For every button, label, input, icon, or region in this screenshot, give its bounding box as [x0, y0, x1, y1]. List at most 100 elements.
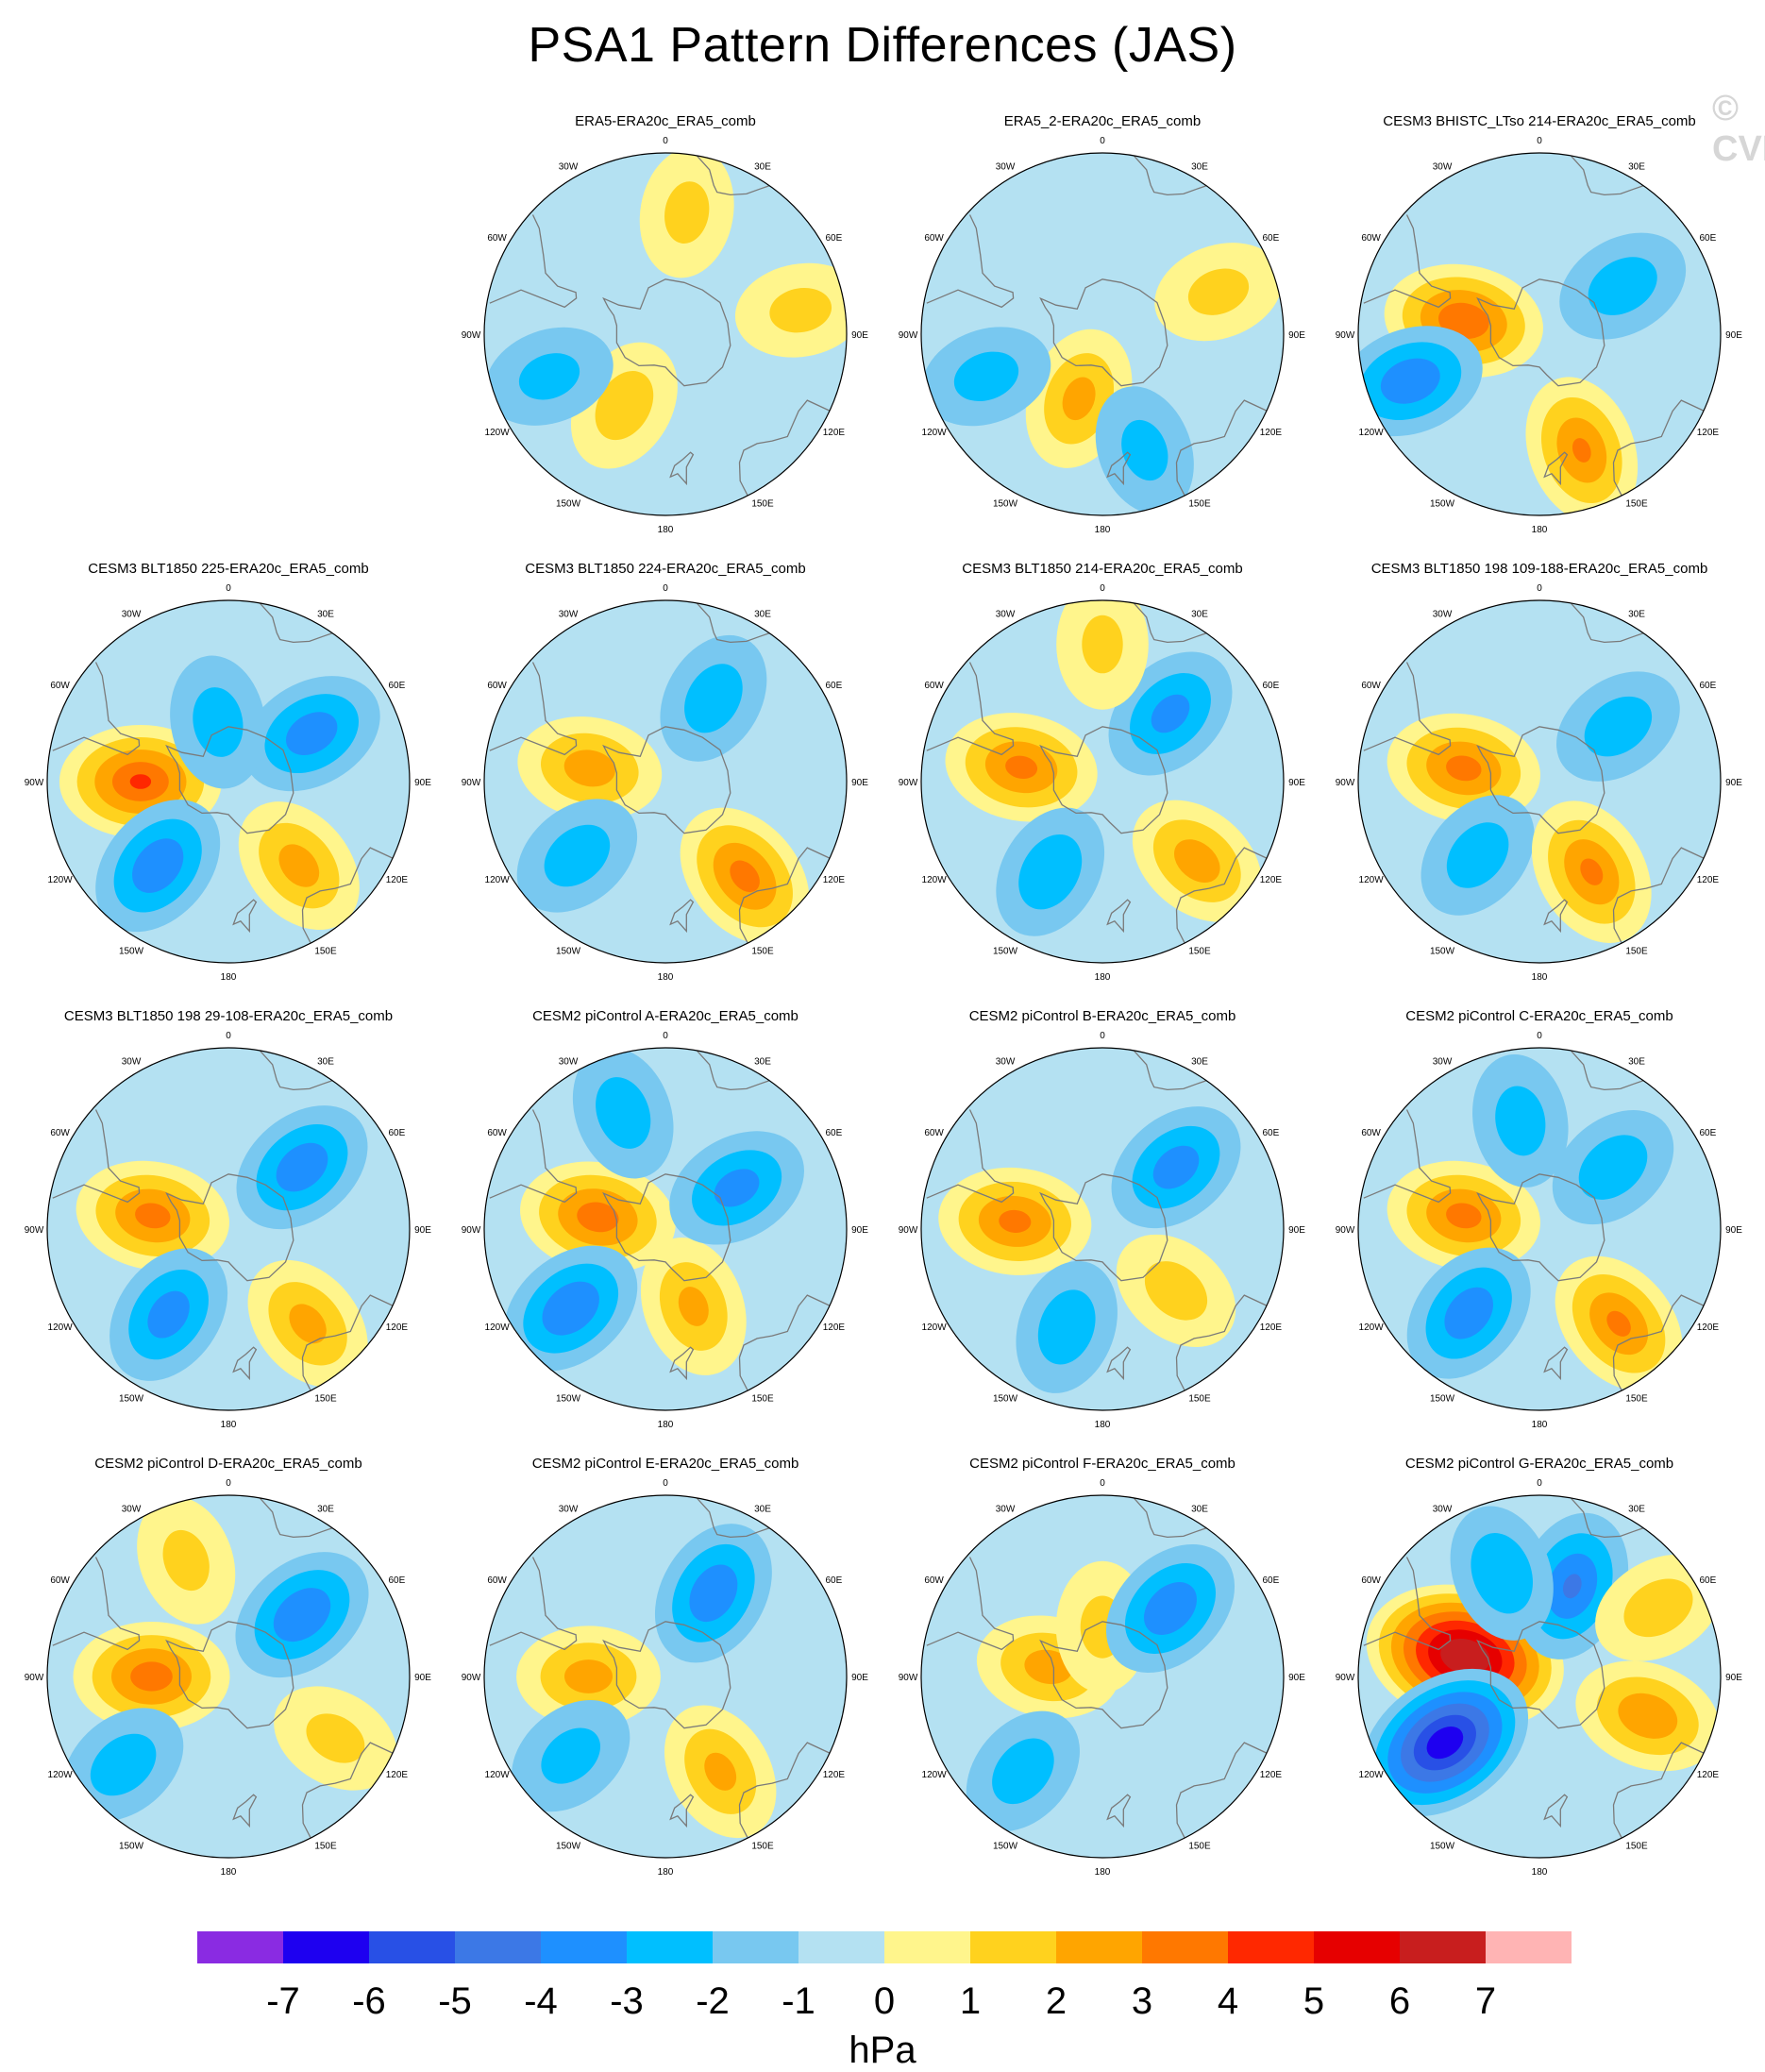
positive-anomaly — [1116, 1234, 1236, 1347]
positive-anomaly — [680, 807, 810, 945]
longitude-label: 0 — [663, 1031, 668, 1041]
longitude-label: 120W — [485, 1770, 511, 1780]
longitude-label: 120W — [922, 428, 948, 438]
longitude-label: 120W — [48, 875, 74, 885]
longitude-label: 180 — [658, 1420, 674, 1430]
coastline — [1570, 1050, 1644, 1091]
longitude-label: 0 — [1537, 1478, 1542, 1489]
longitude-label: 60W — [487, 233, 507, 244]
longitude-label: 60E — [1263, 233, 1280, 244]
map-border — [1357, 1047, 1722, 1411]
colorbar-swatch — [884, 1931, 970, 1963]
panel-title: CESM3 BLT1850 198 109-188-ERA20c_ERA5_co… — [1370, 561, 1708, 577]
coastline — [1175, 399, 1268, 497]
colorbar-swatch — [283, 1931, 369, 1963]
negative-anomaly — [669, 1131, 804, 1245]
colorbar-swatch — [1228, 1931, 1314, 1963]
longitude-label: 60E — [1263, 1128, 1280, 1138]
panel-title: CESM2 piControl A-ERA20c_ERA5_comb — [532, 1008, 798, 1024]
coastline — [1106, 899, 1132, 934]
longitude-label: 60W — [487, 681, 507, 691]
longitude-label: 90E — [851, 330, 868, 341]
longitude-label: 60W — [487, 1575, 507, 1586]
coastline — [926, 1109, 1015, 1204]
colorbar-swatch — [970, 1931, 1056, 1963]
longitude-label: 150W — [556, 946, 581, 956]
negative-anomaly — [660, 634, 767, 762]
longitude-label: 0 — [1100, 1031, 1105, 1041]
coastline — [738, 399, 831, 497]
longitude-label: 120E — [1260, 1322, 1283, 1333]
longitude-label: 120W — [1359, 1770, 1385, 1780]
longitude-label: 90E — [1288, 1673, 1305, 1683]
contour-level — [276, 1142, 328, 1192]
positive-anomaly — [247, 1259, 368, 1388]
coastline — [301, 1742, 394, 1839]
coastline — [1363, 1109, 1452, 1204]
longitude-label: 180 — [658, 1867, 674, 1878]
colorbar-tick-label: 1 — [959, 1980, 982, 2022]
negative-anomaly — [235, 1552, 369, 1678]
longitude-label: 150W — [1430, 1841, 1455, 1851]
coastline — [489, 214, 578, 309]
positive-anomaly — [1595, 1554, 1721, 1661]
map-panel: CESM3 BLT1850 225-ERA20c_ERA5_comb 0 30E 60… — [11, 561, 445, 985]
negative-anomaly — [1552, 1110, 1674, 1225]
coastline — [1612, 847, 1705, 944]
longitude-label: 90W — [25, 1225, 44, 1236]
longitude-label: 150E — [751, 946, 774, 956]
longitude-label: 30W — [996, 610, 1016, 620]
longitude-label: 60E — [389, 681, 406, 691]
coastline — [232, 1794, 258, 1828]
contour-level — [1144, 1582, 1197, 1635]
longitude-label: 120W — [922, 1770, 948, 1780]
negative-anomaly — [1105, 1543, 1236, 1674]
longitude-label: 60W — [1361, 233, 1381, 244]
map-border — [46, 599, 411, 964]
longitude-label: 30E — [1628, 1505, 1645, 1515]
longitude-label: 60E — [1700, 681, 1717, 691]
coastline — [602, 1173, 731, 1282]
coastline — [602, 278, 731, 387]
polar-map: 0 30E 60E 90E 120E 150E 180 150W 120W 90W 60W 30W — [462, 1031, 869, 1430]
contour-level — [541, 1727, 601, 1784]
contour-level — [544, 824, 611, 887]
colorbar-tick-label: -2 — [696, 1980, 730, 2022]
longitude-label: 60E — [1263, 1575, 1280, 1586]
panel-title: CESM2 piControl F-ERA20c_ERA5_comb — [969, 1456, 1236, 1472]
contour-level — [1024, 1649, 1073, 1685]
longitude-label: 120W — [922, 1322, 948, 1333]
contour-level — [162, 1529, 210, 1592]
longitude-label: 150E — [1188, 946, 1211, 956]
coastline — [1543, 451, 1569, 486]
contour-level — [678, 1287, 709, 1326]
negative-anomaly — [996, 807, 1105, 936]
longitude-label: 150W — [993, 946, 1018, 956]
polar-map: 0 30E 60E 90E 120E 150E 180 150W 120W 90W 60W 30W — [899, 136, 1306, 535]
coastline — [1039, 726, 1168, 834]
contour-level — [1446, 1203, 1482, 1229]
longitude-label: 90W — [462, 778, 481, 788]
longitude-label: 120W — [1359, 875, 1385, 885]
colorbar-tick-label: -7 — [266, 1980, 300, 2022]
polar-map: 0 30E 60E 90E 120E 150E 180 150W 120W 90W 60W 30W — [25, 583, 432, 983]
longitude-label: 180 — [1532, 1867, 1548, 1878]
longitude-label: 150W — [1430, 946, 1455, 956]
coastline — [1175, 1742, 1268, 1839]
positive-anomaly — [734, 262, 847, 358]
polar-map: 0 30E 60E 90E 120E 150E 180 150W 120W 90W 60W 30W — [899, 1478, 1306, 1878]
coastline — [1570, 155, 1644, 196]
map-border — [1357, 599, 1722, 964]
longitude-label: 90E — [414, 1225, 431, 1236]
longitude-label: 60W — [1361, 681, 1381, 691]
contour-level — [135, 1203, 171, 1229]
positive-anomaly — [1154, 243, 1283, 342]
polar-map: 0 30E 60E 90E 120E 150E 180 150W 120W 90W 60W 30W — [1336, 1031, 1743, 1430]
longitude-label: 120W — [1359, 428, 1385, 438]
colorbar-tick-label: 0 — [873, 1980, 896, 2022]
contour-level — [1588, 257, 1657, 315]
longitude-label: 90E — [1288, 778, 1305, 788]
contour-level — [1471, 1533, 1533, 1614]
longitude-label: 60E — [826, 1128, 843, 1138]
positive-anomaly — [664, 1705, 777, 1839]
